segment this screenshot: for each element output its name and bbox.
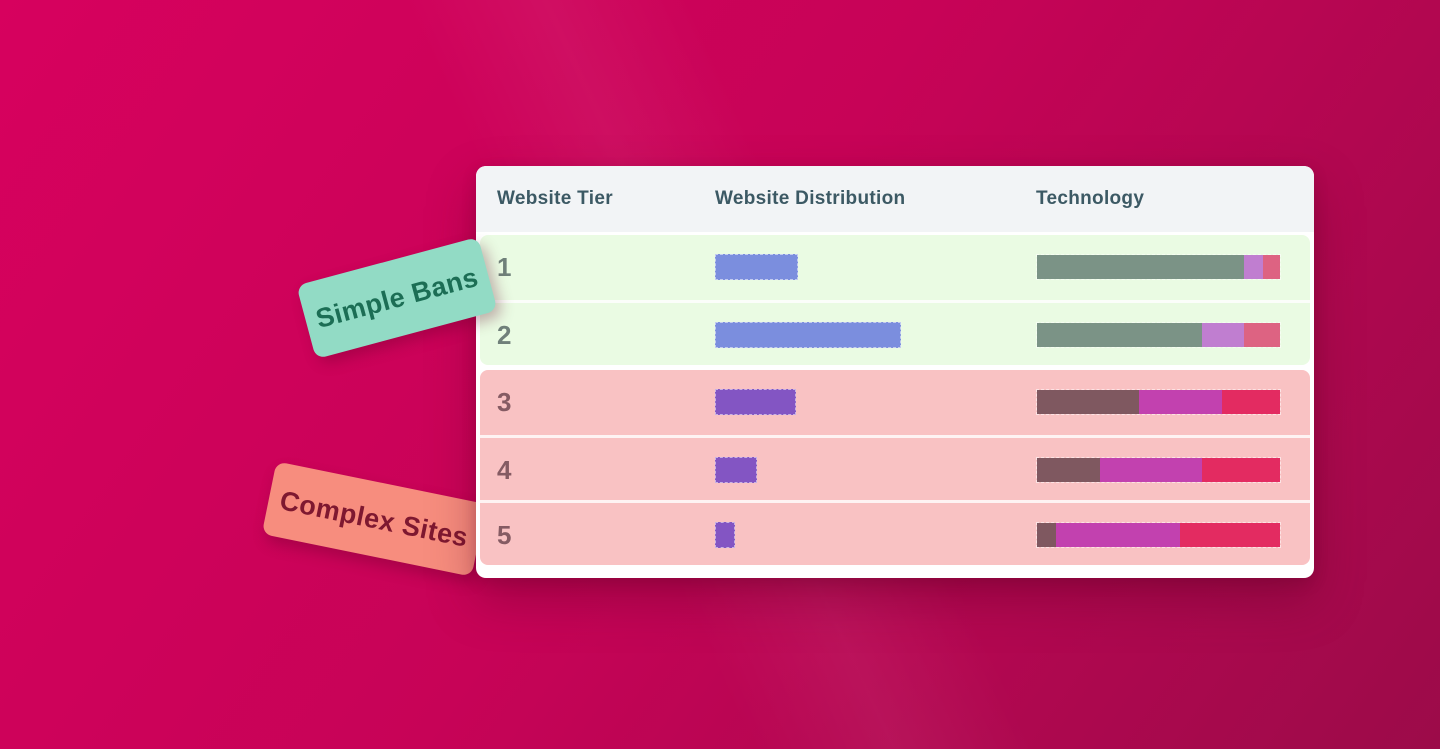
technology-segment-crimson: [1180, 523, 1280, 547]
technology-bar: [1036, 322, 1281, 348]
tier-number: 1: [497, 252, 512, 282]
table-row: 3: [480, 370, 1310, 435]
technology-bar: [1036, 254, 1281, 280]
technology-bar: [1036, 389, 1281, 415]
technology-segment-mauve: [1037, 390, 1140, 414]
tier-number: 2: [497, 320, 512, 350]
technology-segment-magenta: [1100, 458, 1203, 482]
table-row: 2: [480, 300, 1310, 365]
column-header-technology: Technology: [1036, 188, 1145, 209]
technology-segment-rose: [1243, 323, 1280, 347]
distribution-bar: [715, 254, 798, 280]
technology-segment-sage: [1037, 255, 1244, 279]
technology-segment-rose: [1262, 255, 1280, 279]
table-body: 1 2 3 4 5: [476, 232, 1314, 565]
technology-segment-magenta: [1139, 390, 1222, 414]
technology-segment-magenta: [1056, 523, 1181, 547]
simple-bans-group: 1 2: [480, 235, 1310, 365]
technology-segment-mauve: [1037, 523, 1057, 547]
table-header: Website Tier Website Distribution Techno…: [476, 166, 1314, 232]
simple-bans-sticker: Simple Bans: [296, 236, 498, 360]
technology-segment-orchid: [1243, 255, 1263, 279]
technology-segment-mauve: [1037, 458, 1101, 482]
technology-bar: [1036, 457, 1281, 483]
technology-bar: [1036, 522, 1281, 548]
technology-segment-orchid: [1202, 323, 1244, 347]
distribution-bar: [715, 457, 757, 483]
tier-number: 5: [497, 520, 512, 550]
table-row: 4: [480, 435, 1310, 500]
table-row: 5: [480, 500, 1310, 565]
tier-number: 4: [497, 455, 512, 485]
technology-segment-sage: [1037, 323, 1203, 347]
distribution-bar: [715, 522, 735, 548]
tier-number: 3: [497, 387, 512, 417]
complex-sites-group: 3 4 5: [480, 370, 1310, 565]
complex-sites-sticker: Complex Sites: [261, 461, 487, 577]
distribution-bar: [715, 389, 796, 415]
technology-segment-crimson: [1202, 458, 1280, 482]
table-row: 1: [480, 235, 1310, 300]
simple-bans-label: Simple Bans: [312, 261, 482, 334]
table-card: Website Tier Website Distribution Techno…: [476, 166, 1314, 578]
column-header-website-tier: Website Tier: [497, 188, 613, 209]
technology-segment-crimson: [1221, 390, 1280, 414]
column-header-website-distribution: Website Distribution: [715, 188, 906, 209]
distribution-bar: [715, 322, 901, 348]
complex-sites-label: Complex Sites: [277, 484, 471, 553]
